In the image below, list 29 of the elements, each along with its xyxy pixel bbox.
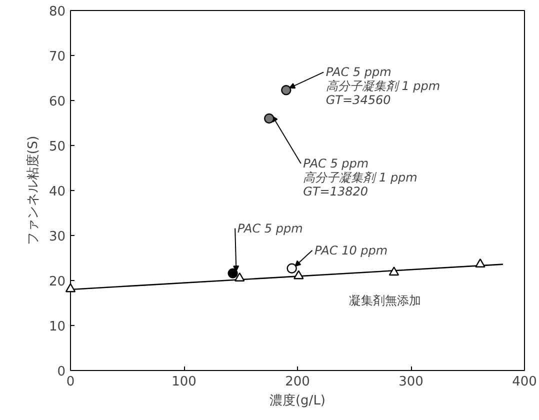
y-tick-label: 50 [48, 140, 66, 154]
y-tick-label: 80 [48, 4, 66, 20]
y-axis-title: ファンネル粘度(S) [24, 136, 41, 246]
x-tick-label: 100 [172, 374, 196, 390]
point [294, 270, 304, 280]
y-tick-label: 30 [48, 230, 66, 244]
annotation: PAC 10 ppm [314, 243, 388, 258]
text: 凝集剤無添加 [348, 293, 421, 308]
point [475, 258, 486, 268]
x-tick-label: 400 [512, 374, 537, 390]
y-tick-label: 40 [48, 184, 66, 200]
y-tick-label: 60 [48, 94, 66, 110]
y-tick-label: 20 [48, 274, 66, 290]
point [234, 272, 245, 282]
y-tick-label: 10 [48, 320, 66, 334]
x-axis-title: 濃度(g/L) [269, 392, 326, 408]
point [228, 268, 238, 278]
point [388, 266, 400, 276]
point [264, 113, 274, 124]
annotation: PAC 5 ppm 高分子凝集剤 1 ppm GT=13820 [303, 156, 418, 198]
annotation: PAC 5 ppm 高分子凝集剤 1 ppm GT=34560 [326, 65, 440, 108]
y-tick-label: 70 [48, 50, 66, 64]
point [65, 283, 76, 292]
x-tick-label: 200 [285, 374, 310, 390]
y-tick-label: 0 [57, 364, 66, 380]
annotation: PAC 5 ppm [237, 221, 303, 236]
x-tick-label: 300 [398, 374, 424, 390]
point [286, 263, 297, 274]
point [281, 85, 292, 96]
